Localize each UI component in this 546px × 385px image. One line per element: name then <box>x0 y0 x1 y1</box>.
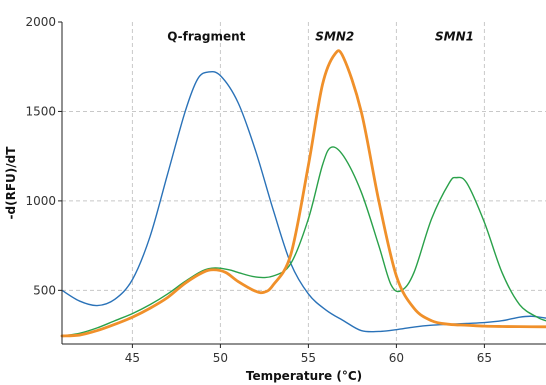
series-line-1 <box>61 146 546 337</box>
peak-annotations: Q-fragment SMN2 SMN1 <box>167 29 474 43</box>
x-tick-label: 55 <box>301 351 316 365</box>
grid <box>62 22 546 344</box>
y-tick-label: 2000 <box>25 15 56 29</box>
y-tick-label: 1500 <box>25 104 56 118</box>
x-tick-label: 60 <box>389 351 404 365</box>
axes: 45 50 55 60 65 500 1000 1500 2000 <box>25 15 546 365</box>
peak-label: Q-fragment <box>167 29 245 43</box>
y-axis-title: -d(RFU)/dT <box>4 146 18 220</box>
curves <box>60 49 546 338</box>
y-tick-label: 500 <box>33 283 56 297</box>
peak-label: SMN2 <box>315 29 354 43</box>
x-axis-title: Temperature (°C) <box>246 369 362 383</box>
series-line-0 <box>61 70 546 333</box>
x-tick-label: 65 <box>477 351 492 365</box>
x-tick-label: 50 <box>213 351 228 365</box>
x-tick-label: 45 <box>125 351 140 365</box>
y-tick-label: 1000 <box>25 194 56 208</box>
series-line-2 <box>60 49 546 338</box>
peak-label: SMN1 <box>435 29 474 43</box>
